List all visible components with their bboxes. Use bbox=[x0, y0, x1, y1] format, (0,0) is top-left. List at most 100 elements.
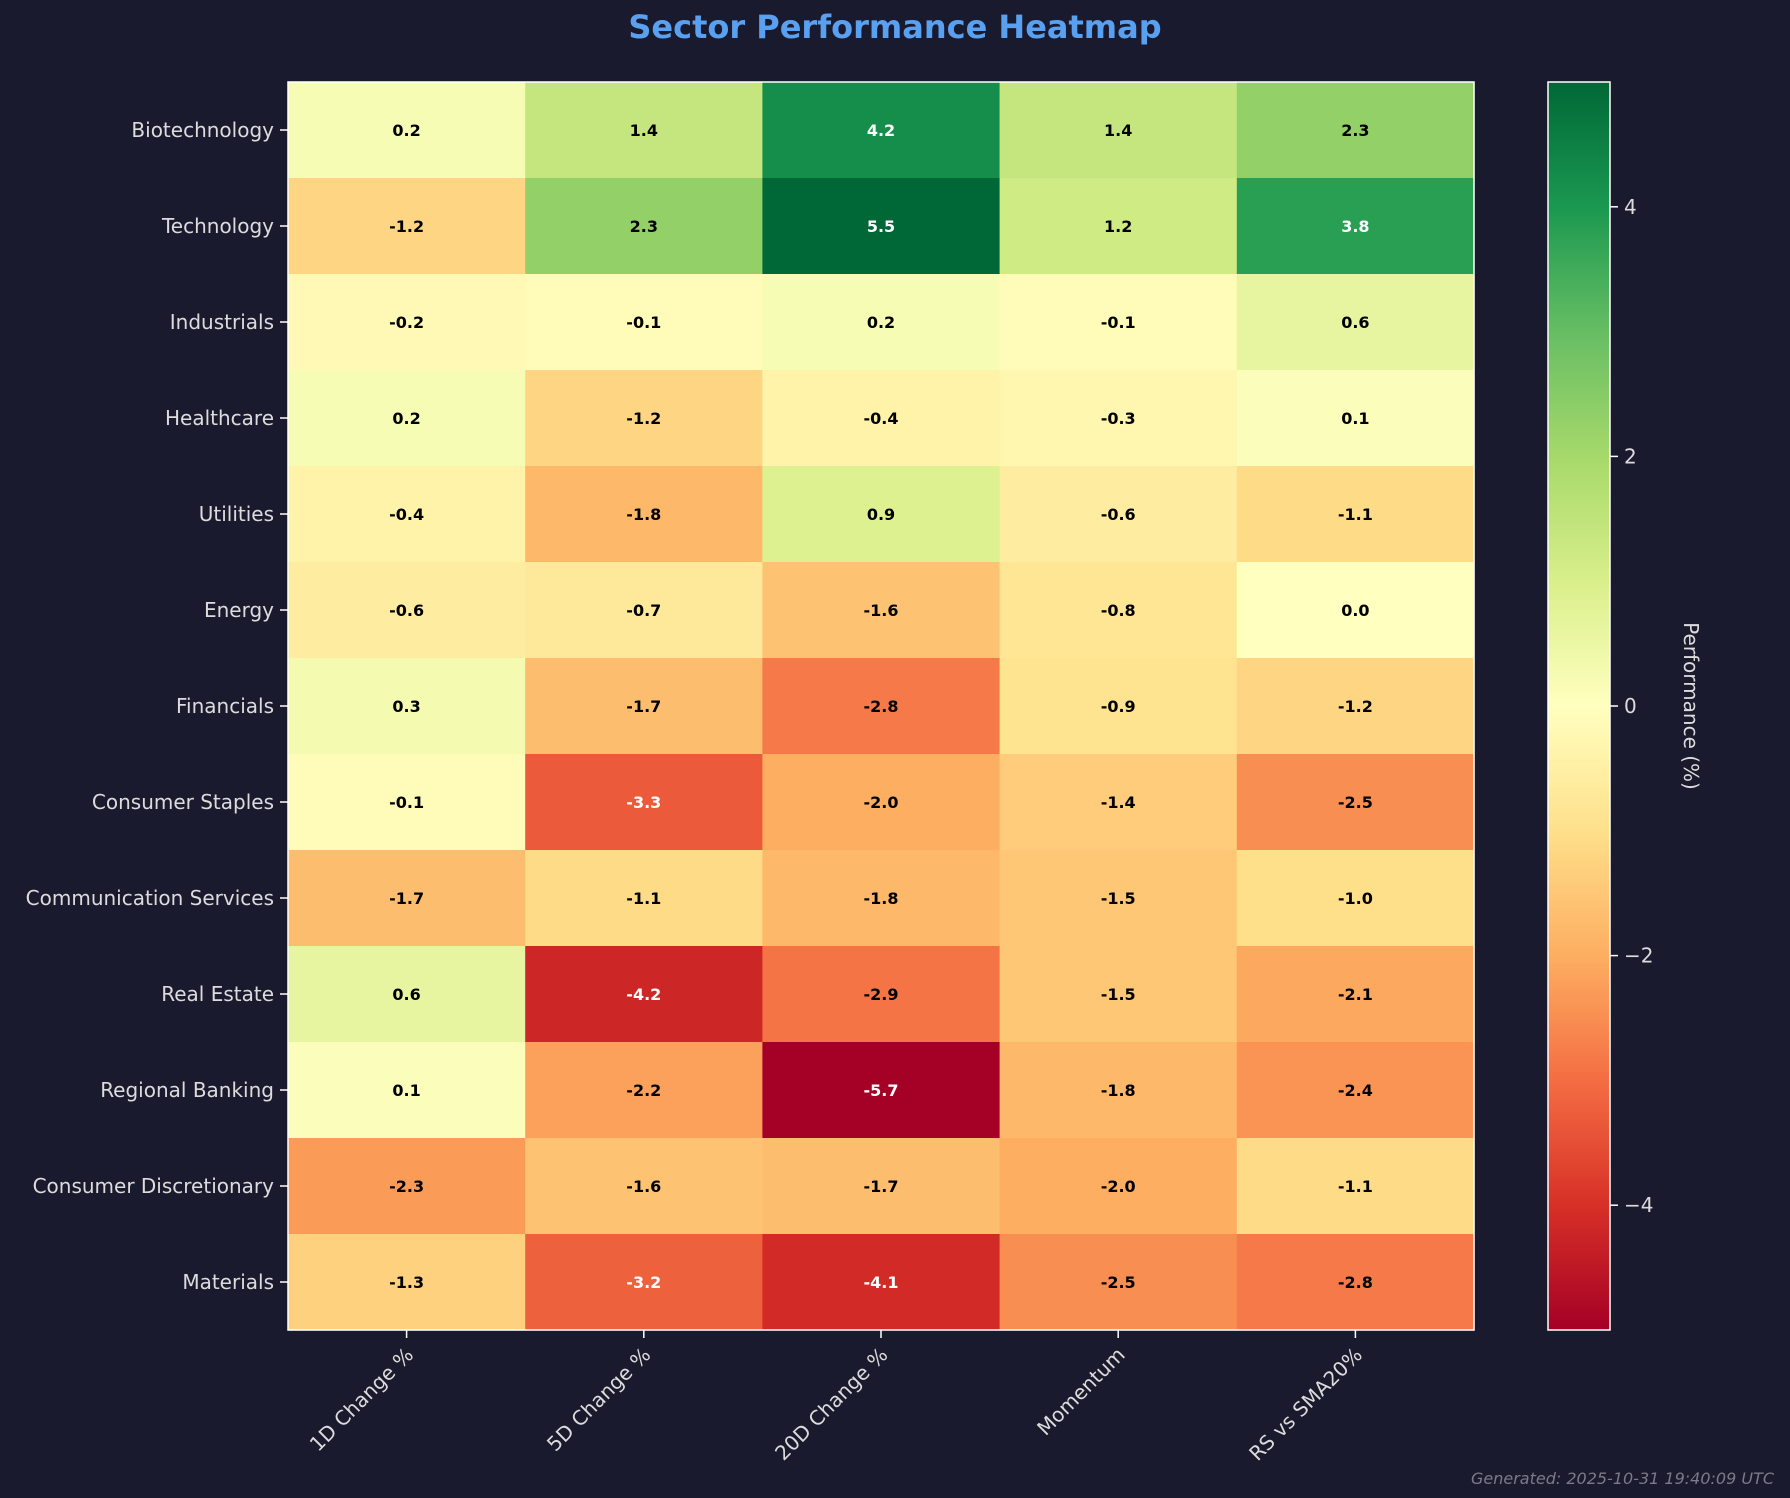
cell-value-label: 1.4 bbox=[630, 121, 658, 140]
heatmap-cell bbox=[1236, 178, 1475, 275]
heatmap-cell bbox=[1236, 274, 1475, 371]
cell-value-label: -2.5 bbox=[1101, 1273, 1136, 1292]
heatmap-cell bbox=[288, 82, 526, 179]
row-label: Consumer Discretionary bbox=[33, 1174, 275, 1198]
heatmap-cell bbox=[288, 754, 526, 851]
heatmap-cell bbox=[999, 1042, 1238, 1139]
colorbar-tick-label: −2 bbox=[1624, 944, 1653, 968]
heatmap-cell bbox=[288, 1138, 526, 1235]
heatmap-cell bbox=[999, 754, 1238, 851]
cell-value-label: -1.5 bbox=[1101, 985, 1136, 1004]
heatmap-cell bbox=[762, 946, 1001, 1043]
heatmap-cell bbox=[525, 562, 763, 659]
cell-value-label: -2.4 bbox=[1338, 1081, 1373, 1100]
column-label: 1D Change % bbox=[305, 1343, 418, 1456]
row-label: Consumer Staples bbox=[92, 790, 274, 814]
heatmap-cell bbox=[999, 82, 1238, 179]
heatmap-cell bbox=[525, 1042, 763, 1139]
heatmap-cell bbox=[762, 1234, 1001, 1331]
cell-value-label: -2.0 bbox=[1101, 1177, 1136, 1196]
cell-value-label: -0.4 bbox=[389, 505, 424, 524]
cell-value-label: -2.3 bbox=[389, 1177, 424, 1196]
heatmap-cell bbox=[288, 370, 526, 467]
cell-value-label: -2.9 bbox=[864, 985, 899, 1004]
heatmap-cell bbox=[288, 850, 526, 947]
cell-value-label: 0.2 bbox=[392, 409, 420, 428]
cell-value-label: -1.8 bbox=[626, 505, 661, 524]
heatmap-cell bbox=[1236, 1234, 1475, 1331]
heatmap-cell bbox=[1236, 82, 1475, 179]
column-label: RS vs SMA20% bbox=[1244, 1343, 1367, 1466]
colorbar-label: Performance (%) bbox=[1679, 622, 1703, 790]
cell-value-label: -1.1 bbox=[626, 889, 661, 908]
heatmap-cell bbox=[762, 274, 1001, 371]
cell-value-label: -0.8 bbox=[1101, 601, 1136, 620]
heatmap-cell bbox=[762, 1138, 1001, 1235]
cell-value-label: 3.8 bbox=[1341, 217, 1369, 236]
cell-value-label: 2.3 bbox=[1341, 121, 1369, 140]
cell-value-label: 1.2 bbox=[1104, 217, 1132, 236]
row-label: Technology bbox=[161, 214, 274, 238]
colorbar-tick-label: 4 bbox=[1624, 195, 1637, 219]
heatmap-cell bbox=[999, 850, 1238, 947]
cell-value-label: -2.1 bbox=[1338, 985, 1373, 1004]
row-labels: Biotechnology Technology Industrials Health… bbox=[26, 118, 288, 1294]
heatmap-cell bbox=[525, 466, 763, 563]
column-label: 20D Change % bbox=[770, 1343, 892, 1465]
cell-value-label: -0.1 bbox=[389, 793, 424, 812]
heatmap-cell bbox=[525, 850, 763, 947]
cell-value-label: 0.6 bbox=[1341, 313, 1369, 332]
cell-value-label: 0.0 bbox=[1341, 601, 1369, 620]
cell-value-label: -1.8 bbox=[1101, 1081, 1136, 1100]
heatmap-cell bbox=[999, 1234, 1238, 1331]
heatmap-cell bbox=[1236, 370, 1475, 467]
row-label: Healthcare bbox=[165, 406, 274, 430]
generated-timestamp: Generated: 2025-10-31 19:40:09 UTC bbox=[1470, 1469, 1774, 1488]
cell-value-label: 0.1 bbox=[1341, 409, 1369, 428]
cell-value-label: -0.7 bbox=[626, 601, 661, 620]
heatmap-cell bbox=[762, 754, 1001, 851]
cell-value-label: -1.1 bbox=[1338, 505, 1373, 524]
heatmap-cell bbox=[525, 1234, 763, 1331]
cell-value-label: -1.6 bbox=[864, 601, 899, 620]
heatmap-cell bbox=[525, 1138, 763, 1235]
cell-value-label: -0.1 bbox=[1101, 313, 1136, 332]
cell-value-label: -2.8 bbox=[864, 697, 899, 716]
cell-value-label: -1.2 bbox=[626, 409, 661, 428]
row-label: Energy bbox=[204, 598, 274, 622]
cell-value-label: -1.6 bbox=[626, 1177, 661, 1196]
cell-value-label: -0.6 bbox=[1101, 505, 1136, 524]
row-label: Industrials bbox=[170, 310, 274, 334]
colorbar: 4 2 0 −2 −4 Performance (%) bbox=[1547, 81, 1703, 1331]
colorbar-tick-label: 2 bbox=[1624, 444, 1637, 468]
heatmap-cell bbox=[762, 1042, 1001, 1139]
heatmap-cell bbox=[999, 1138, 1238, 1235]
cell-value-label: -0.1 bbox=[626, 313, 661, 332]
heatmap-cell bbox=[762, 466, 1001, 563]
cell-value-label: -1.7 bbox=[389, 889, 424, 908]
cell-value-label: -0.9 bbox=[1101, 697, 1136, 716]
heatmap-cell bbox=[288, 1234, 526, 1331]
heatmap-cells: 0.2 1.4 4.2 1.4 2.3 -1.2 2.3 5.5 1.2 3.8 -0.2 -0.1 0… bbox=[287, 81, 1475, 1331]
cell-value-label: -3.3 bbox=[626, 793, 661, 812]
cell-value-label: -2.8 bbox=[1338, 1273, 1373, 1292]
row-label: Real Estate bbox=[161, 982, 274, 1006]
row-label: Materials bbox=[182, 1270, 274, 1294]
cell-value-label: -0.4 bbox=[864, 409, 899, 428]
heatmap-cell bbox=[525, 82, 763, 179]
cell-value-label: 5.5 bbox=[867, 217, 895, 236]
heatmap-cell bbox=[999, 466, 1238, 563]
heatmap-cell bbox=[762, 562, 1001, 659]
heatmap-cell bbox=[1236, 1042, 1475, 1139]
heatmap-cell bbox=[288, 658, 526, 755]
cell-value-label: -1.2 bbox=[389, 217, 424, 236]
heatmap-cell bbox=[525, 178, 763, 275]
cell-value-label: -1.0 bbox=[1338, 889, 1373, 908]
heatmap-cell bbox=[288, 562, 526, 659]
row-label: Biotechnology bbox=[131, 118, 274, 142]
column-labels: 1D Change % 5D Change % 20D Change % Moment… bbox=[305, 1330, 1367, 1465]
cell-value-label: -1.3 bbox=[389, 1273, 424, 1292]
heatmap-cell bbox=[288, 274, 526, 371]
cell-value-label: -0.3 bbox=[1101, 409, 1136, 428]
